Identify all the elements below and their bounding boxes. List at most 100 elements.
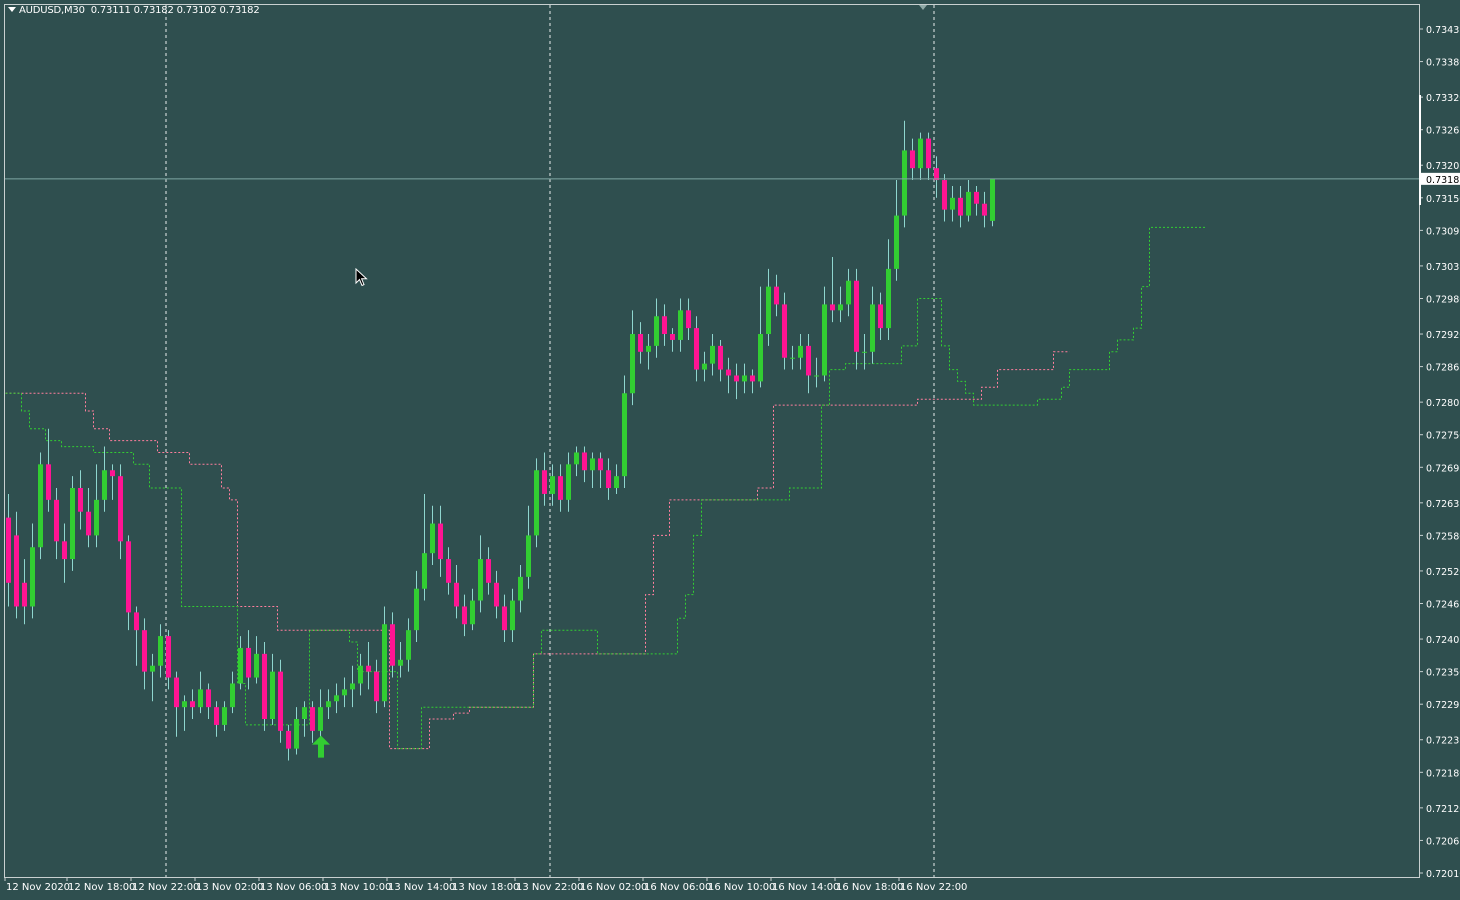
- price-tick-label: 0.72235: [1426, 736, 1460, 747]
- bull-candle: [526, 535, 531, 577]
- bear-candle: [782, 304, 787, 358]
- bear-candle: [390, 624, 395, 666]
- bear-candle: [86, 511, 91, 536]
- bull-candle: [478, 559, 483, 601]
- price-tick-label: 0.73265: [1426, 126, 1460, 137]
- bull-candle: [470, 600, 475, 625]
- bear-candle: [54, 499, 59, 542]
- bear-candle: [694, 328, 699, 370]
- price-tick-label: 0.72405: [1426, 635, 1460, 646]
- bull-candle: [918, 138, 923, 169]
- signal-markers: [312, 735, 330, 758]
- bull-candle: [590, 458, 595, 471]
- bear-candle: [982, 203, 987, 216]
- time-tick-label: 13 Nov 06:00: [260, 882, 327, 893]
- bull-candle: [678, 310, 683, 340]
- bear-candle: [446, 559, 451, 583]
- bull-candle: [70, 488, 75, 560]
- bid-line: 0.73182: [5, 5, 1460, 205]
- bull-candle: [894, 215, 899, 269]
- bull-candle: [238, 647, 243, 684]
- bear-candle: [454, 582, 459, 607]
- price-tick-label: 0.73035: [1426, 262, 1460, 273]
- bear-candle: [718, 345, 723, 370]
- price-tick-label: 0.73095: [1426, 226, 1460, 237]
- bull-candle: [510, 600, 515, 631]
- bear-candle: [734, 375, 739, 382]
- collapse-triangle-icon[interactable]: [8, 7, 16, 12]
- bear-candle: [462, 606, 467, 625]
- bull-candle: [766, 286, 771, 335]
- bull-candle: [990, 178, 995, 221]
- time-tick-label: 12 Nov 2020: [6, 882, 70, 893]
- bull-candle: [334, 695, 339, 702]
- bull-candle: [534, 470, 539, 536]
- bear-candle: [78, 488, 83, 512]
- bull-candle: [862, 351, 867, 353]
- bear-candle: [774, 286, 779, 305]
- bull-candle: [150, 665, 155, 672]
- bull-candle: [326, 701, 331, 708]
- bull-candle: [902, 150, 907, 216]
- bull-candle: [102, 470, 107, 500]
- bull-candle: [230, 683, 235, 708]
- bear-candle: [638, 334, 643, 352]
- bull-candle: [950, 197, 955, 210]
- bull-candle: [182, 701, 187, 708]
- bull-candle: [414, 588, 419, 631]
- bear-candle: [110, 470, 115, 477]
- chart-header: AUDUSD,M30 0.73111 0.73182 0.73102 0.731…: [8, 5, 260, 16]
- bull-candle: [886, 268, 891, 329]
- bull-candle: [350, 683, 355, 690]
- buy-arrow-icon: [312, 735, 330, 758]
- bear-candle: [166, 636, 171, 678]
- bull-candle: [798, 345, 803, 358]
- bear-candle: [190, 701, 195, 708]
- bull-candle: [838, 304, 843, 311]
- bull-candle: [630, 334, 635, 394]
- time-tick-label: 13 Nov 10:00: [324, 882, 391, 893]
- bear-candle: [206, 689, 211, 708]
- time-tick-label: 13 Nov 22:00: [516, 882, 583, 893]
- bear-candle: [438, 523, 443, 560]
- price-tick-label: 0.72865: [1426, 363, 1460, 374]
- bull-candle: [398, 659, 403, 666]
- bear-candle: [670, 334, 675, 340]
- bull-candle: [550, 476, 555, 494]
- bear-candle: [854, 280, 859, 352]
- bear-candle: [486, 559, 491, 583]
- bull-candle: [742, 375, 747, 382]
- bear-candle: [542, 470, 547, 494]
- bear-candle: [366, 665, 371, 672]
- bull-candle: [302, 707, 307, 720]
- candles[interactable]: [6, 120, 995, 761]
- bull-candle: [158, 636, 163, 666]
- time-tick-label: 16 Nov 06:00: [644, 882, 711, 893]
- bull-candle: [710, 345, 715, 364]
- bull-candle: [30, 547, 35, 607]
- bear-candle: [910, 150, 915, 169]
- price-tick-label: 0.73205: [1426, 161, 1460, 172]
- bear-candle: [502, 606, 507, 631]
- bear-candle: [6, 517, 11, 583]
- time-tick-label: 16 Nov 10:00: [708, 882, 775, 893]
- price-tick-label: 0.72635: [1426, 499, 1460, 510]
- bull-candle: [870, 304, 875, 352]
- bear-candle: [310, 707, 315, 731]
- bull-candle: [318, 707, 323, 731]
- bear-candle: [606, 470, 611, 489]
- time-tick-label: 16 Nov 02:00: [580, 882, 647, 893]
- bear-candle: [278, 671, 283, 731]
- bull-candle: [814, 375, 819, 377]
